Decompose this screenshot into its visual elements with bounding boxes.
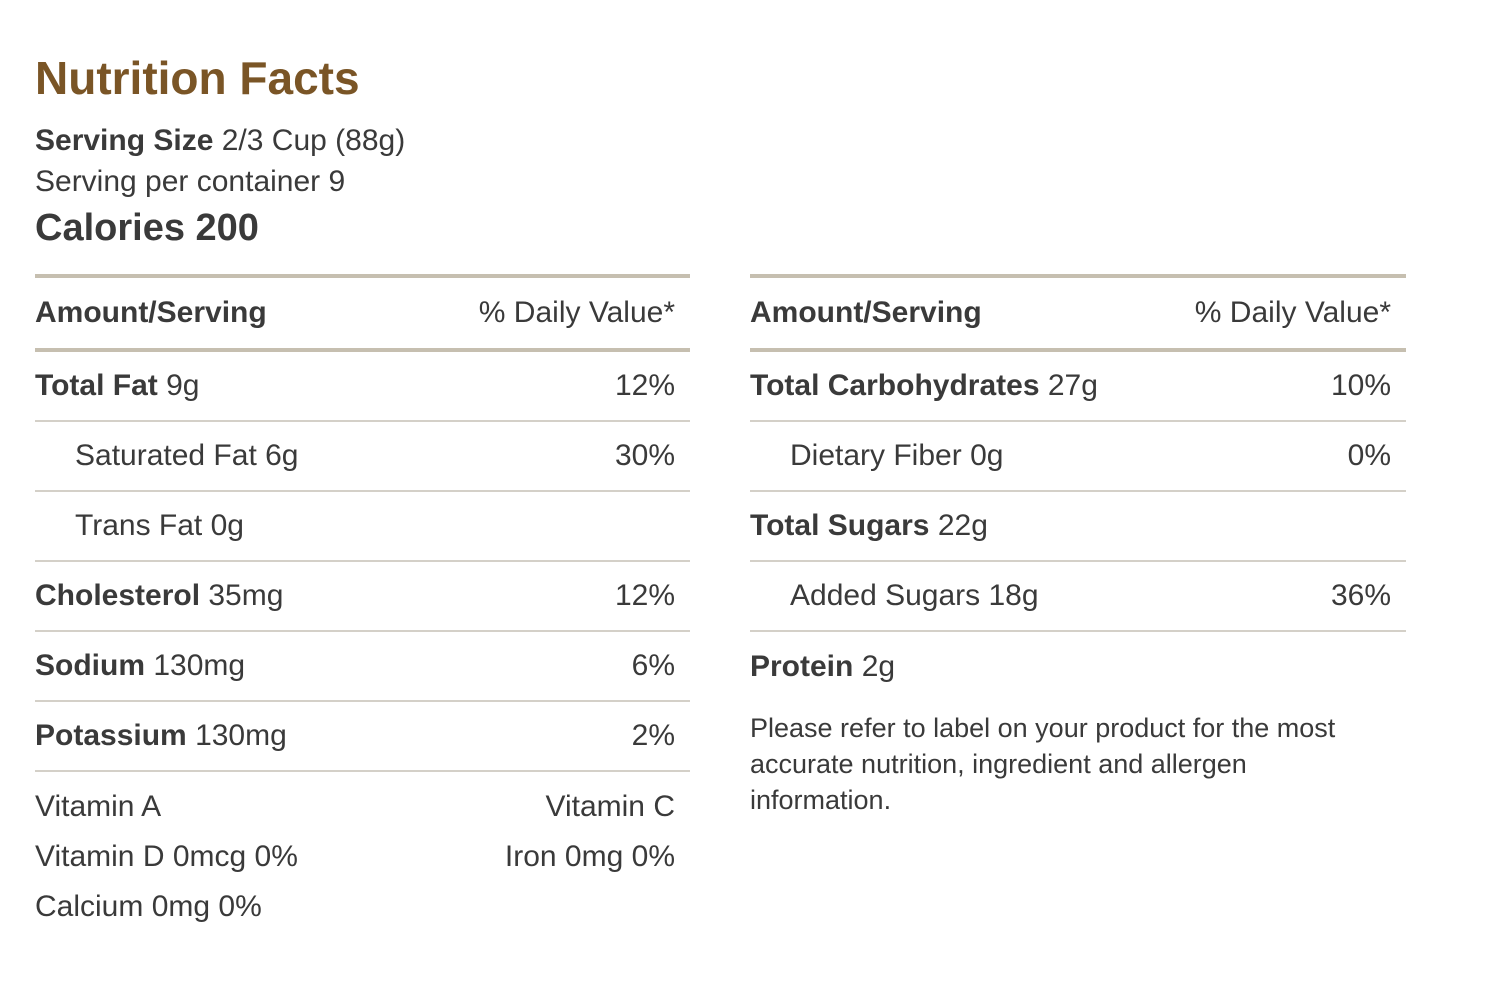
table-row-dietary-fiber: Dietary Fiber 0g 0% [750, 422, 1406, 492]
nutrient-amount: 18g [988, 579, 1039, 612]
serving-size: Serving Size 2/3 Cup (88g) [35, 122, 405, 160]
vitamin-c: Vitamin C [545, 790, 676, 823]
nutrient-name: Saturated Fat [75, 439, 257, 472]
calcium: Calcium 0mg 0% [35, 890, 262, 923]
table-row-sodium: Sodium 130mg 6% [35, 632, 690, 702]
daily-value-header: % Daily Value* [478, 296, 675, 329]
divider [35, 274, 690, 278]
vitamin-row: Vitamin D 0mcg 0% Iron 0mg 0% [35, 832, 690, 882]
nutrient-dv: 12% [614, 579, 675, 612]
nutrient-name: Sodium [35, 649, 145, 682]
nutrient-amount: 22g [937, 509, 988, 542]
nutrient-amount: 2g [861, 650, 896, 683]
table-row-trans-fat: Trans Fat 0g [35, 492, 690, 562]
nutrient-dv: 6% [631, 649, 675, 682]
amount-serving-header: Amount/Serving [35, 296, 267, 329]
nutrient-dv: 30% [614, 439, 675, 472]
vitamin-a: Vitamin A [35, 790, 162, 823]
nutrient-dv: 0% [1347, 439, 1391, 472]
nutrient-name: Protein [750, 650, 854, 683]
nutrient-name: Potassium [35, 719, 187, 752]
amount-serving-header: Amount/Serving [750, 296, 982, 329]
nutrient-dv: 10% [1330, 369, 1391, 402]
table-row-total-fat: Total Fat 9g 12% [35, 352, 690, 422]
table-header: Amount/Serving % Daily Value* [35, 278, 690, 352]
serving-size-value: 2/3 Cup (88g) [221, 124, 406, 157]
nutrient-amount: 130mg [195, 719, 287, 752]
table-row-added-sugars: Added Sugars 18g 36% [750, 562, 1406, 632]
nutrient-amount: 9g [166, 369, 200, 402]
table-header: Amount/Serving % Daily Value* [750, 278, 1406, 352]
table-row-protein: Protein 2g [750, 632, 1406, 702]
nutrient-name: Total Fat [35, 369, 158, 402]
table-row-saturated-fat: Saturated Fat 6g 30% [35, 422, 690, 492]
nutrient-amount: 0g [970, 439, 1004, 472]
disclaimer-note: Please refer to label on your product fo… [750, 713, 1336, 815]
nutrient-amount: 130mg [153, 649, 246, 682]
nutrient-table-right: Amount/Serving % Daily Value* Total Carb… [750, 274, 1406, 818]
daily-value-header: % Daily Value* [1194, 296, 1391, 329]
vitamin-row: Vitamin A Vitamin C [35, 782, 690, 832]
nutrient-name: Dietary Fiber [790, 439, 962, 472]
vitamin-row: Calcium 0mg 0% [35, 882, 690, 932]
nutrient-amount: 27g [1047, 369, 1098, 402]
iron: Iron 0mg 0% [504, 840, 675, 873]
nutrient-name: Total Sugars [750, 509, 930, 542]
nutrient-name: Added Sugars [790, 579, 981, 612]
divider [750, 274, 1406, 278]
nutrient-name: Total Carbohydrates [750, 369, 1040, 402]
nutrient-amount: 6g [265, 439, 299, 472]
vitamin-d: Vitamin D 0mcg 0% [35, 840, 298, 873]
nutrient-dv: 2% [631, 719, 675, 752]
nutrient-dv: 36% [1330, 579, 1391, 612]
nutrient-amount: 0g [210, 509, 244, 542]
table-row-cholesterol: Cholesterol 35mg 12% [35, 562, 690, 632]
servings-per-container: Serving per container 9 [35, 165, 346, 198]
serving-size-label: Serving Size [35, 124, 214, 157]
nutrient-table-left: Amount/Serving % Daily Value* Total Fat … [35, 274, 690, 932]
nutrient-amount: 35mg [208, 579, 284, 612]
table-row-total-carbohydrates: Total Carbohydrates 27g 10% [750, 352, 1406, 422]
table-row-potassium: Potassium 130mg 2% [35, 702, 690, 772]
table-row-total-sugars: Total Sugars 22g [750, 492, 1406, 562]
nutrient-name: Trans Fat [75, 509, 203, 542]
nutrient-name: Cholesterol [35, 579, 201, 612]
page-title: Nutrition Facts [35, 52, 360, 104]
calories: Calories 200 [35, 207, 259, 249]
nutrient-dv: 12% [614, 369, 675, 402]
